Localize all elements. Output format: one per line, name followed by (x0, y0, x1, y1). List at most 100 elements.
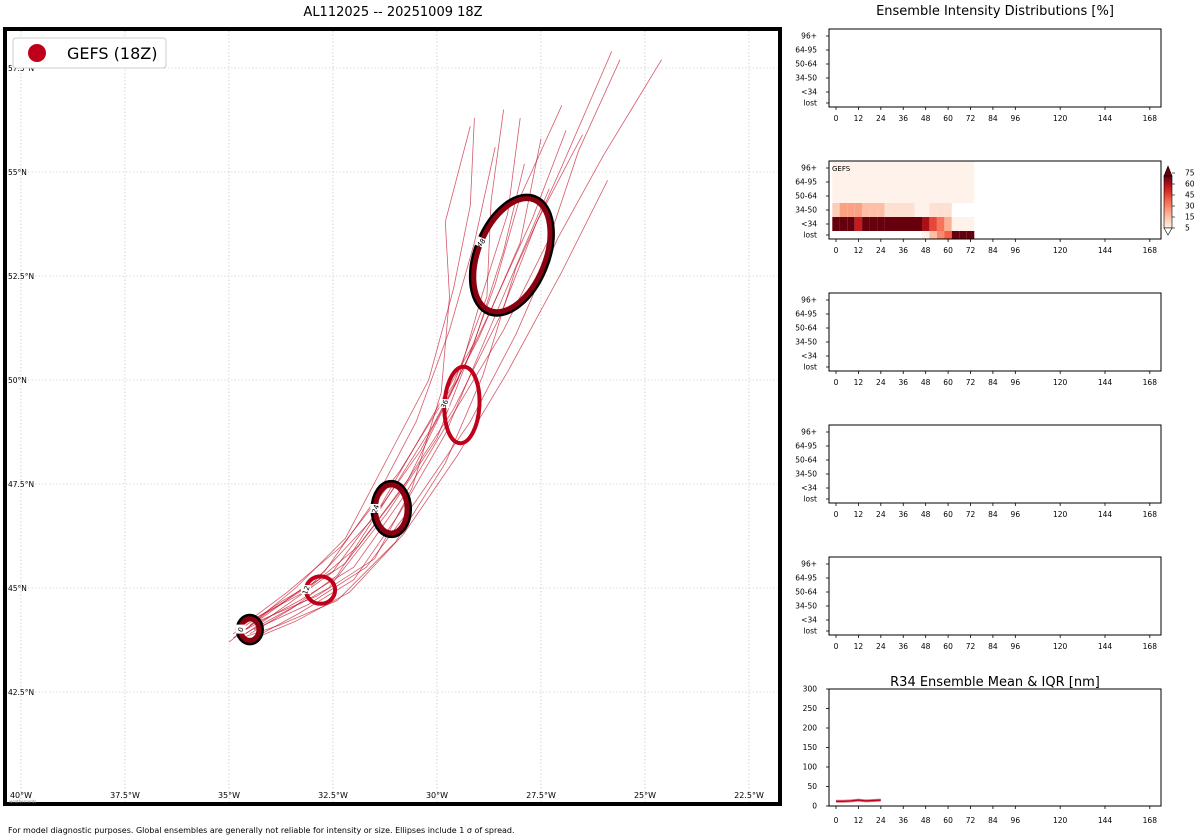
map-lat-tick-label: 52.5°N (8, 272, 34, 281)
y-tick-label: lost (803, 231, 817, 240)
heatmap-cell (929, 189, 937, 203)
x-tick-label: 0 (834, 114, 839, 123)
map-watermark: weathernerds (9, 799, 37, 804)
footnote: For model diagnostic purposes. Global en… (8, 826, 515, 835)
r34-x-tick-label: 12 (854, 816, 864, 825)
r34-x-tick-label: 168 (1143, 816, 1158, 825)
heatmap-cell (854, 203, 863, 217)
heatmap-cell (839, 161, 848, 175)
colorbar-tick-label: 60 (1185, 180, 1195, 189)
panel-model-label: GEFS (832, 165, 851, 173)
ensemble-track (237, 105, 563, 639)
heatmap-cell (921, 175, 930, 189)
x-tick-label: 84 (988, 378, 998, 387)
colorbar-tick-label: 15 (1185, 213, 1195, 222)
ensemble-track (232, 163, 525, 635)
x-tick-label: 0 (834, 246, 839, 255)
map-gridlines (7, 31, 778, 802)
legend-box (12, 37, 167, 69)
heatmap-cell (914, 175, 922, 189)
r34-mean-line (836, 799, 881, 802)
heatmap-cell (832, 189, 840, 203)
x-tick-label: 60 (943, 510, 953, 519)
map-lon-tick-label: 30°W (426, 791, 448, 800)
x-tick-label: 60 (943, 246, 953, 255)
heatmap-cell (966, 175, 975, 189)
r34-x-tick-label: 24 (876, 816, 886, 825)
x-tick-label: 36 (898, 642, 908, 651)
heatmap-cell (884, 161, 893, 175)
y-tick-label: 34-50 (795, 74, 817, 83)
heatmap-cell (869, 161, 878, 175)
heatmap-cell (929, 175, 937, 189)
x-tick-label: 72 (966, 114, 976, 123)
heatmap-cell (951, 231, 960, 239)
heatmap-cell (862, 175, 870, 189)
x-tick-label: 36 (898, 510, 908, 519)
x-tick-label: 168 (1143, 114, 1158, 123)
x-tick-label: 84 (988, 114, 998, 123)
y-tick-label: 34-50 (795, 602, 817, 611)
ensemble-track (253, 59, 662, 630)
y-tick-label: 64-95 (795, 178, 817, 187)
y-tick-label: <34 (801, 220, 817, 229)
map-lat-tick-label: 45°N (8, 584, 27, 593)
heatmap-cell (839, 203, 848, 217)
ensemble-tracks (228, 51, 662, 643)
heatmap-cell (921, 161, 930, 175)
colorbar-tick-label: 45 (1185, 191, 1195, 200)
spread-ellipse-group: 24 (370, 479, 413, 539)
ellipse-hour-label: 24 (371, 503, 382, 515)
x-tick-label: 36 (898, 114, 908, 123)
panel-frame (828, 160, 1162, 240)
r34-x-tick-label: 36 (898, 816, 908, 825)
heatmap-cell (966, 161, 975, 175)
ensemble-track (245, 59, 621, 630)
r34-frame (828, 688, 1162, 807)
ellipse-hour-label: 0 (237, 626, 246, 633)
legend-marker (28, 44, 46, 62)
heatmap-cell (862, 161, 870, 175)
intensity-panel: 96+ 64-95 50-64 34-50 <34 lost 0 12 24 36 48 60 72 84… (795, 28, 1162, 123)
y-tick-label: <34 (801, 616, 817, 625)
heatmap-cell (847, 161, 855, 175)
colorbar-bar (1163, 175, 1173, 229)
intensity-panels: 96+ 64-95 50-64 34-50 <34 lost 0 12 24 36 48 60 72 84… (795, 28, 1162, 651)
heatmap-cell (907, 161, 915, 175)
heatmap-cell (959, 161, 967, 175)
r34-x-tick-label: 0 (834, 816, 839, 825)
y-tick-label: 50-64 (795, 324, 817, 333)
r34-x-tick-label: 60 (943, 816, 953, 825)
heatmap-cell (854, 217, 863, 231)
heatmap-cell (884, 217, 893, 231)
heatmap-cell (847, 203, 855, 217)
x-tick-label: 48 (921, 510, 931, 519)
intensity-panel: 96+ 64-95 50-64 34-50 <34 lost 0 12 24 36 48 60 72 84… (795, 556, 1162, 651)
heatmap-cell (847, 175, 855, 189)
map-lon-tick-label: 32.5°W (318, 791, 348, 800)
heatmap-cell (847, 217, 855, 231)
r34-x-tick-label: 96 (1011, 816, 1021, 825)
r34-x-tick-label: 84 (988, 816, 998, 825)
y-tick-label: 96+ (801, 428, 817, 437)
x-tick-label: 24 (876, 114, 886, 123)
x-tick-label: 96 (1011, 246, 1021, 255)
heatmap-cell (966, 189, 975, 203)
heatmap-cell (936, 189, 945, 203)
ellipse-hour-label-bg (439, 398, 450, 409)
ellipse-hour-label: 36 (440, 398, 451, 410)
ellipse-hour-label-bg (300, 585, 311, 595)
heatmap-cell (944, 231, 952, 239)
track-map: 0 12 24 36 48 40°W 37.5°W 35°W 32.5°W 30°W 27.5°W… (3, 27, 782, 806)
heatmap-cell (921, 203, 930, 217)
heatmap-cell (966, 217, 975, 231)
y-tick-label: 34-50 (795, 338, 817, 347)
heatmap-cell (877, 161, 885, 175)
ensemble-track (253, 188, 550, 639)
map-lon-tick-label: 35°W (218, 791, 240, 800)
r34-panel: 0 50 100 150 200 250 300 0 12 24 36 48 60 72 84 96 120 14… (803, 685, 1162, 825)
colorbar-min-arrow (1163, 227, 1173, 236)
heatmap-cell (862, 189, 870, 203)
heatmap-cell (839, 217, 848, 231)
map-lon-tick-label: 25°W (634, 791, 656, 800)
